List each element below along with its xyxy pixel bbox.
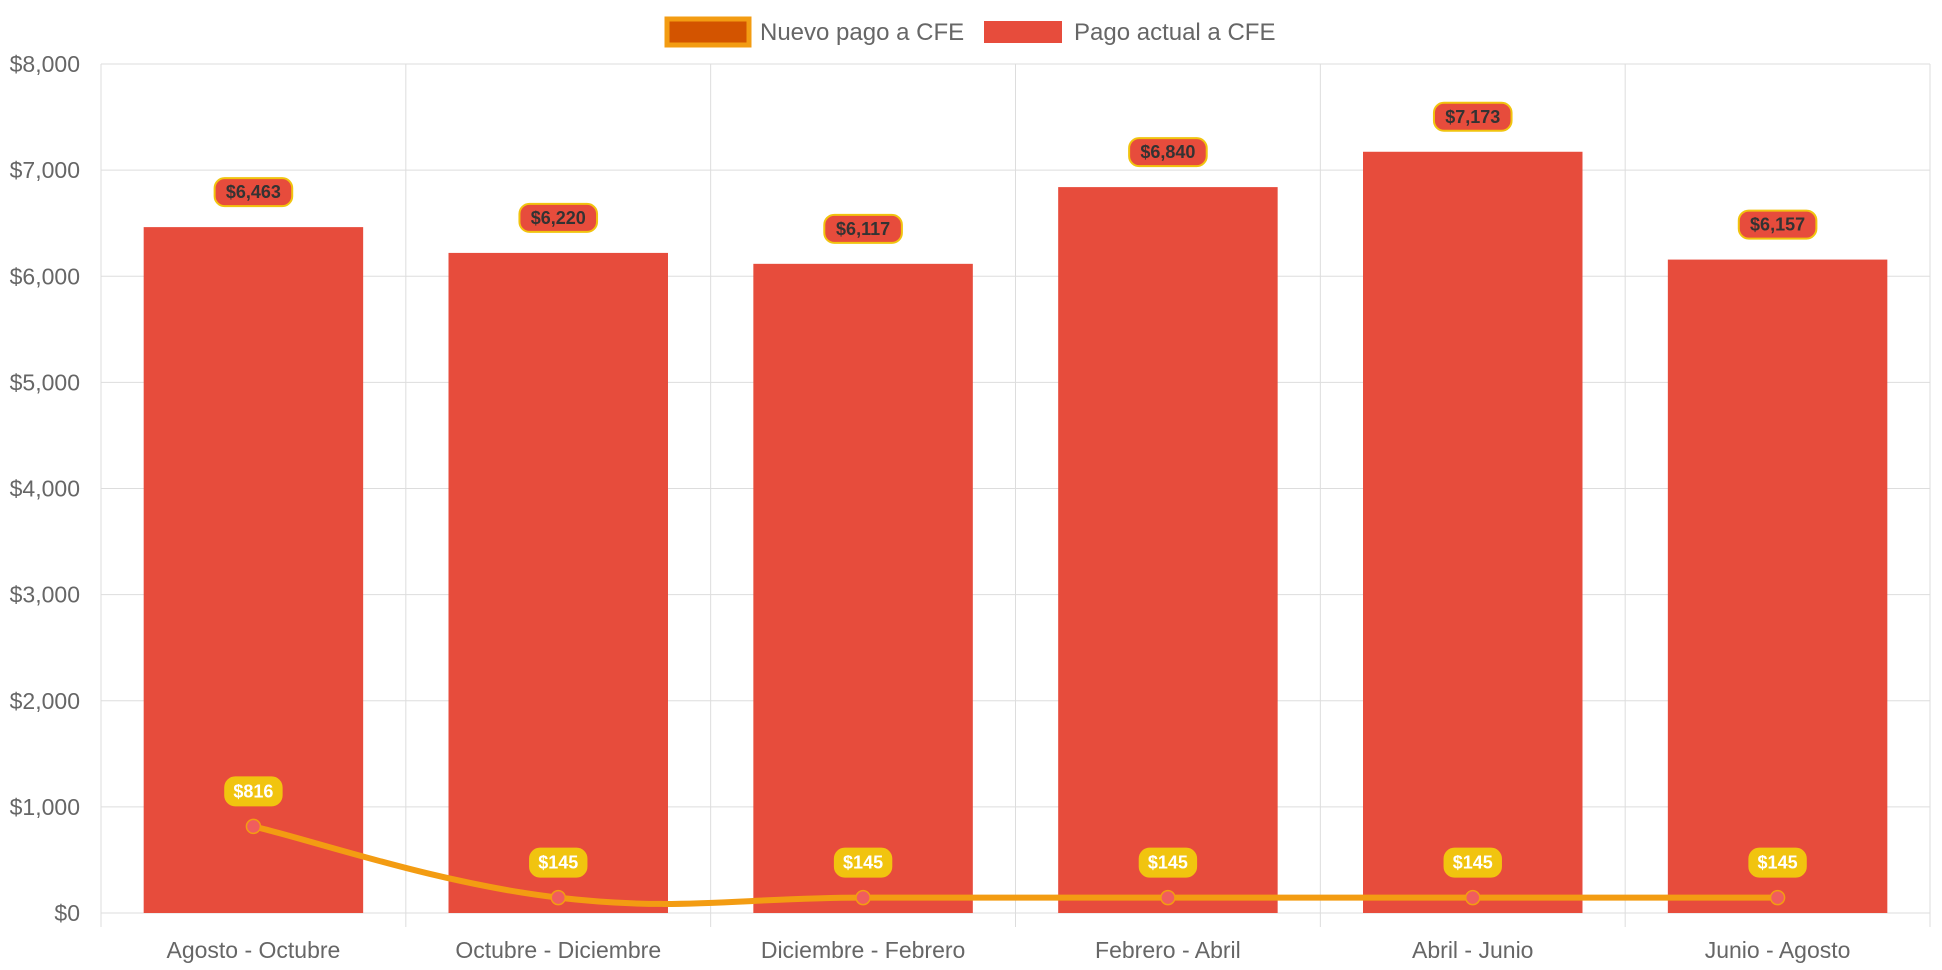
line-value-label-text: $145 [843, 853, 883, 873]
line-point[interactable] [855, 889, 871, 906]
y-tick-label: $8,000 [10, 51, 80, 77]
bar[interactable] [1363, 151, 1583, 913]
bar-value-label: $7,173 [1432, 101, 1513, 132]
bar-value-label: $6,463 [213, 177, 294, 208]
x-tick-label: Octubre - Diciembre [455, 937, 661, 963]
bar-value-label: $6,220 [518, 202, 599, 233]
bar-value-label-bg [823, 213, 903, 244]
line-value-label-bg [1748, 847, 1807, 878]
bar-value-label-text: $6,463 [226, 182, 281, 202]
line-point[interactable] [1465, 889, 1481, 906]
bar[interactable] [1058, 187, 1278, 914]
bar[interactable] [448, 252, 668, 914]
line-value-label-bg [529, 847, 588, 878]
bar[interactable] [1667, 259, 1888, 913]
bar-value-label-bg [213, 177, 294, 208]
line-value-label-bg [833, 847, 893, 878]
y-axis: $0 $1,000 $2,000 $3,000 $4,000 $5,000 $6,000 $7… [10, 51, 80, 926]
bar-series-pago-actual [143, 151, 1888, 914]
bar[interactable] [753, 263, 973, 913]
x-tick-label: Agosto - Octubre [166, 937, 340, 963]
x-axis: Agosto - Octubre Octubre - Diciembre Dicie… [166, 937, 1850, 963]
line-value-label: $145 [1748, 847, 1807, 878]
bar-value-label-text: $6,220 [531, 208, 586, 228]
y-tick-label: $3,000 [10, 582, 80, 608]
line-value-label-text: $816 [233, 781, 273, 801]
bar-value-label-bg [1432, 101, 1513, 132]
line-point[interactable] [550, 889, 566, 906]
bar-value-label-text: $6,117 [836, 219, 890, 239]
x-tick-label: Junio - Agosto [1705, 937, 1851, 963]
line-data-labels: $816 $145 $145 $145 $145 $145 [224, 776, 1807, 878]
line-series-nuevo-pago [245, 818, 1786, 907]
bar-value-label: $6,157 [1737, 209, 1818, 240]
bar-data-labels: $6,463 $6,220 $6,117 $6,840 $7,173 $6,157 [213, 101, 1818, 244]
bar-value-label-bg [518, 202, 599, 233]
bar-value-label-text: $6,157 [1750, 215, 1805, 235]
y-tick-label: $7,000 [10, 157, 80, 183]
bar-value-label-bg [1128, 137, 1208, 168]
bar-value-label-text: $6,840 [1140, 142, 1195, 162]
line-value-label: $145 [833, 847, 893, 878]
line-value-label-text: $145 [1148, 853, 1188, 873]
bar[interactable] [143, 227, 364, 913]
line-value-label: $145 [1138, 847, 1198, 878]
y-tick-label: $5,000 [10, 369, 80, 395]
bar-value-label: $6,117 [823, 213, 903, 244]
bar-value-label-bg [1737, 209, 1818, 240]
legend-item-pago-actual[interactable]: Pago actual a CFE [984, 19, 1275, 46]
x-tick-label: Abril - Junio [1412, 937, 1533, 963]
line-value-label-text: $145 [1453, 853, 1493, 873]
y-tick-label: $4,000 [10, 476, 80, 502]
legend-swatch-pago-actual [984, 21, 1062, 43]
line-value-label-text: $145 [538, 853, 578, 873]
legend[interactable]: Nuevo pago a CFE Pago actual a CFE [664, 16, 1275, 48]
bar-value-label-text: $7,173 [1445, 107, 1500, 127]
y-tick-label: $2,000 [10, 688, 80, 714]
legend-item-nuevo-pago[interactable]: Nuevo pago a CFE [664, 16, 964, 48]
y-tick-label: $1,000 [10, 794, 80, 820]
line-value-label-text: $145 [1758, 853, 1798, 873]
legend-label-pago-actual: Pago actual a CFE [1074, 19, 1275, 46]
line-point[interactable] [1769, 889, 1786, 906]
line-point[interactable] [245, 818, 262, 835]
line-value-label-bg [1443, 847, 1502, 878]
line-point[interactable] [1160, 889, 1176, 906]
line-value-label: $145 [1443, 847, 1502, 878]
grid-lines [100, 63, 1931, 927]
x-tick-label: Febrero - Abril [1095, 937, 1241, 963]
legend-swatch-nuevo-pago [664, 16, 752, 48]
line-value-label-bg [1138, 847, 1198, 878]
line-value-label: $816 [224, 776, 283, 807]
line-value-label: $145 [529, 847, 588, 878]
x-tick-label: Diciembre - Febrero [761, 937, 966, 963]
line-value-label-bg [224, 776, 283, 807]
legend-label-nuevo-pago: Nuevo pago a CFE [760, 19, 964, 46]
y-tick-label: $6,000 [10, 263, 80, 289]
series-line [252, 823, 1778, 907]
bar-value-label: $6,840 [1128, 137, 1208, 168]
y-tick-label: $0 [54, 900, 80, 926]
